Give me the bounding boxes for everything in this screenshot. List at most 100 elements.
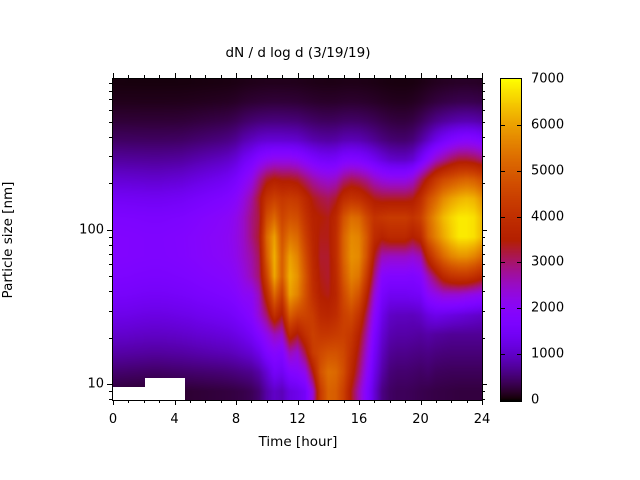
x-tick-top [328,75,329,78]
x-tick-label: 8 [231,412,241,427]
colorbar-tick [501,171,505,172]
x-tick [328,400,329,403]
y-tick [109,338,112,339]
y-tick-right [482,122,485,123]
x-tick [421,400,422,405]
x-tick-top [374,75,375,78]
x-tick-label: 24 [473,412,491,427]
x-tick-label: 20 [412,412,429,427]
y-tick-right [482,254,485,255]
x-tick-top [175,73,176,78]
x-tick [390,400,391,403]
colorbar-gradient-canvas [501,79,521,401]
x-tick [175,400,176,405]
y-tick-right [482,99,485,100]
x-tick-top [144,75,145,78]
x-tick-top [190,75,191,78]
x-axis-label: Time [hour] [258,434,338,450]
x-tick [313,400,314,403]
x-tick-label: 12 [289,412,306,427]
y-tick-right [482,137,485,138]
y-tick-right [482,237,485,238]
no-data-region [145,377,186,400]
y-tick-right [482,230,487,231]
x-tick-top [205,75,206,78]
y-tick-right [482,183,485,184]
x-tick-label: 16 [350,412,368,427]
y-tick-right [482,110,485,111]
x-tick-top [467,75,468,78]
y-tick [109,122,112,123]
x-tick-top [390,75,391,78]
y-tick-right [482,245,485,246]
y-tick-right [482,276,485,277]
x-tick [467,400,468,403]
y-tick [109,276,112,277]
y-tick [107,230,112,231]
x-tick-label: 4 [170,412,179,427]
colorbar-tick-label: 0 [531,392,540,408]
x-tick [267,400,268,403]
colorbar-tick-label: 3000 [531,254,565,270]
colorbar-tick [501,308,505,309]
colorbar-tick-label: 4000 [531,209,565,225]
colorbar-tick-label: 5000 [531,163,565,179]
x-tick-top [344,75,345,78]
y-tick [107,384,112,385]
y-tick [109,237,112,238]
x-tick [205,400,206,403]
chart-title: dN / d log d (3/19/19) [225,45,371,61]
y-tick-right [482,291,485,292]
colorbar-tick-right [517,262,521,263]
y-tick-right [482,399,485,400]
y-tick [109,137,112,138]
colorbar-tick-right [517,171,521,172]
y-tick [109,99,112,100]
y-tick-right [482,384,487,385]
x-tick-top [436,75,437,78]
colorbar-tick [501,262,505,263]
x-tick [159,400,160,403]
y-tick-right [482,338,485,339]
y-tick [109,311,112,312]
x-tick-top [221,75,222,78]
x-tick [221,400,222,403]
x-tick-top [282,75,283,78]
y-tick [109,245,112,246]
y-tick [109,183,112,184]
x-tick-top [236,73,237,78]
y-tick-label: 10 [87,376,104,392]
x-tick [405,400,406,403]
colorbar [500,78,522,402]
x-tick-top [359,73,360,78]
x-tick [144,400,145,403]
x-tick-top [113,73,114,78]
x-tick [236,400,237,405]
colorbar-tick-right [517,308,521,309]
x-tick-top [159,75,160,78]
heatmap-canvas [113,79,482,400]
x-tick [190,400,191,403]
y-tick [109,110,112,111]
x-tick-label: 0 [108,412,118,427]
colorbar-tick [501,125,505,126]
y-tick [109,83,112,84]
y-tick-right [482,91,485,92]
x-tick [251,400,252,403]
x-tick [113,400,114,405]
x-tick-top [451,75,452,78]
y-tick [109,291,112,292]
y-tick-right [482,264,485,265]
heatmap-plot-area [112,78,483,401]
x-tick [482,400,483,405]
y-tick [109,391,112,392]
x-tick [374,400,375,403]
x-tick [436,400,437,403]
y-axis-label: Particle size [nm] [0,181,16,299]
x-tick-top [267,75,268,78]
colorbar-tick-right [517,354,521,355]
y-tick-label: 100 [79,222,104,238]
y-tick-right [482,156,485,157]
x-tick-top [405,75,406,78]
